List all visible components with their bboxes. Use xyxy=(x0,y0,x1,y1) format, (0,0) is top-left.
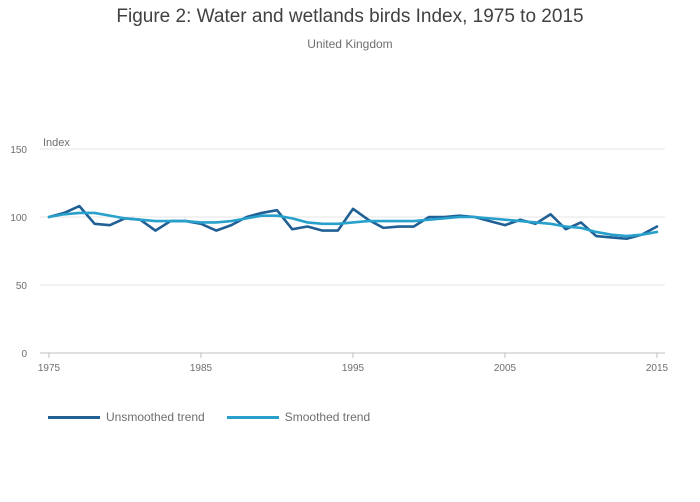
series-line-smoothed[interactable] xyxy=(47,211,659,238)
y-axis-label: Index xyxy=(43,137,70,149)
chart-subtitle: United Kingdom xyxy=(307,37,393,51)
legend-swatch-smoothed xyxy=(226,415,279,419)
y-tick-label: 0 xyxy=(21,349,27,360)
x-tick-label: 2005 xyxy=(494,363,517,374)
x-tick-label: 1975 xyxy=(38,363,61,374)
series-line-unsmoothed[interactable] xyxy=(47,204,659,241)
legend-label-unsmoothed: Unsmoothed trend xyxy=(106,410,205,424)
legend-label-smoothed: Smoothed trend xyxy=(284,410,371,424)
chart-title: Figure 2: Water and wetlands birds Index… xyxy=(116,6,584,27)
legend-item-smoothed[interactable]: Smoothed trend xyxy=(226,410,371,424)
x-tick-label: 1995 xyxy=(342,363,365,374)
y-tick-label: 150 xyxy=(10,145,27,156)
chart-legend: Unsmoothed trend Smoothed trend xyxy=(48,408,392,426)
y-tick-label: 100 xyxy=(10,213,27,224)
legend-swatch-unsmoothed xyxy=(48,415,100,419)
x-tick-label: 2015 xyxy=(646,363,669,374)
legend-item-unsmoothed[interactable]: Unsmoothed trend xyxy=(48,410,205,424)
line-chart: Index 0 50 100 150 1975 1985 1995 2005 2015 xyxy=(10,137,669,374)
y-tick-label: 50 xyxy=(16,281,28,292)
x-tick-label: 1985 xyxy=(190,363,213,374)
